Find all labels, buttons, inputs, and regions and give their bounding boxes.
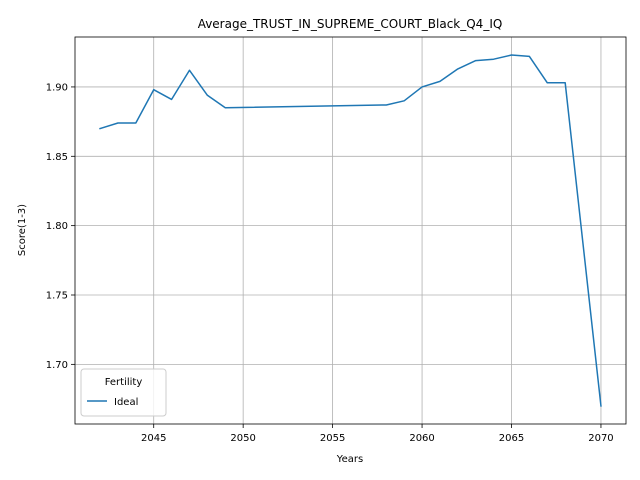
plot-frame: [74, 36, 627, 425]
y-tick-label: 1.70: [46, 360, 68, 371]
x-tick-label: 2055: [320, 433, 345, 444]
y-tick-label: 1.90: [46, 82, 68, 93]
x-axis: 2045 2050 2055 2060 2065 2070: [141, 424, 614, 444]
y-axis-label: Score(1-3): [17, 204, 28, 256]
grid: [75, 37, 626, 424]
y-tick-label: 1.80: [46, 221, 68, 232]
y-tick-label: 1.75: [46, 291, 68, 302]
series-line-ideal: [99, 54, 602, 407]
x-axis-label: Years: [336, 454, 363, 465]
legend-box: [80, 368, 167, 417]
x-tick-label: 2070: [588, 433, 613, 444]
legend-entry-ideal: Ideal: [114, 397, 138, 408]
chart-title: Average_TRUST_IN_SUPREME_COURT_Black_Q4_…: [198, 17, 503, 31]
y-axis: 1.70 1.75 1.80 1.85 1.90: [46, 82, 75, 371]
series-layer: [99, 54, 602, 407]
legend-title: Fertility: [105, 377, 143, 388]
x-tick-label: 2060: [409, 433, 434, 444]
x-tick-label: 2045: [141, 433, 166, 444]
x-tick-label: 2050: [230, 433, 255, 444]
y-tick-label: 1.85: [46, 152, 68, 163]
plot-area: [75, 37, 626, 424]
legend: Fertility Ideal: [80, 368, 167, 417]
x-tick-label: 2065: [499, 433, 524, 444]
